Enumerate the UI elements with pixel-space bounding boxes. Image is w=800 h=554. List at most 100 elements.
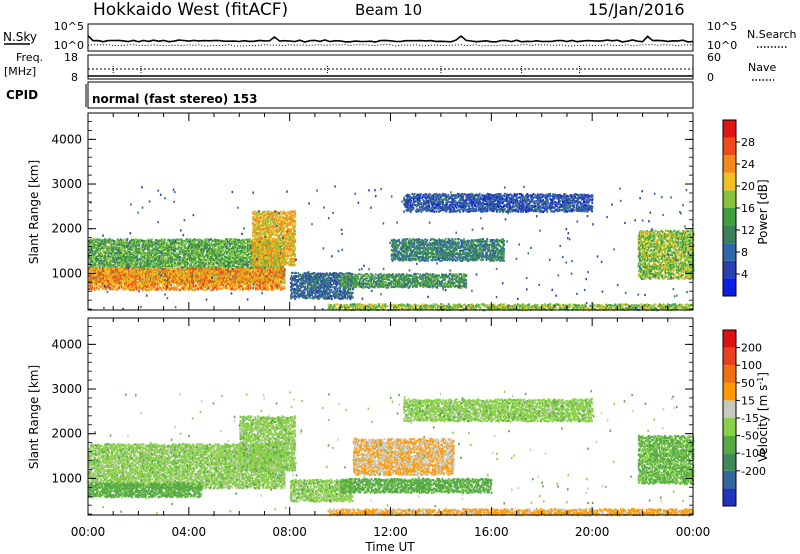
data-cell	[155, 272, 158, 275]
data-cell	[105, 238, 108, 241]
data-cell	[200, 277, 203, 280]
data-cell	[242, 255, 245, 258]
data-cell	[250, 262, 252, 265]
data-cell	[173, 275, 175, 278]
data-cell	[224, 249, 227, 252]
data-cell	[131, 257, 134, 260]
data-cell	[99, 255, 102, 258]
data-cell	[215, 243, 218, 246]
data-cell	[216, 239, 219, 242]
data-cell	[102, 277, 105, 280]
data-cell	[205, 278, 208, 281]
data-cell	[176, 280, 179, 283]
data-cell	[108, 268, 110, 271]
data-cell	[199, 267, 202, 270]
data-cell	[158, 281, 161, 284]
data-cell	[155, 280, 158, 283]
data-cell	[143, 267, 146, 270]
data-cell	[143, 245, 146, 248]
data-cell	[233, 250, 236, 253]
data-cell	[120, 265, 122, 268]
data-cell	[215, 272, 218, 275]
data-cell	[173, 265, 176, 268]
data-cell	[259, 286, 262, 289]
data-cell	[259, 270, 262, 273]
data-cell	[92, 262, 95, 265]
data-cell	[256, 228, 259, 232]
data-cell	[141, 240, 144, 244]
data-cell	[100, 270, 103, 273]
data-cell	[254, 225, 256, 228]
data-cell	[192, 276, 195, 279]
data-cell	[218, 251, 221, 254]
data-cell	[149, 270, 151, 273]
data-cell	[139, 264, 142, 267]
data-cell	[135, 281, 138, 284]
data-cell	[267, 268, 270, 271]
data-cell	[119, 278, 122, 281]
data-cell	[253, 249, 256, 252]
data-cell	[123, 269, 126, 272]
data-cell	[189, 254, 192, 257]
data-cell	[142, 242, 145, 245]
data-cell	[135, 269, 138, 272]
data-cell	[154, 251, 157, 254]
data-cell	[168, 246, 171, 249]
data-cell	[142, 251, 145, 254]
data-cell	[173, 281, 176, 284]
data-cell	[201, 257, 204, 260]
data-cell	[143, 260, 146, 264]
data-cell	[283, 286, 286, 289]
data-cell	[282, 253, 285, 257]
data-cell	[190, 274, 192, 278]
data-cell	[213, 262, 216, 265]
data-cell	[147, 285, 149, 288]
data-cell	[107, 267, 109, 270]
data-cell	[246, 262, 248, 265]
data-cell	[170, 242, 172, 246]
data-cell	[282, 266, 285, 269]
data-cell	[136, 239, 139, 242]
data-cell	[165, 275, 168, 278]
data-cell	[130, 264, 132, 267]
data-cell	[213, 248, 216, 251]
data-cell	[95, 282, 98, 285]
data-cell	[257, 257, 259, 260]
data-cell	[112, 277, 115, 281]
data-cell	[202, 288, 205, 292]
data-cell	[180, 287, 183, 290]
data-cell	[154, 265, 156, 268]
data-cell	[91, 250, 94, 254]
data-cell	[260, 259, 263, 262]
data-cell	[101, 246, 104, 249]
data-cell	[254, 266, 256, 269]
data-cell	[202, 274, 205, 277]
data-cell	[233, 238, 235, 241]
data-cell	[89, 261, 92, 264]
data-cell	[178, 262, 181, 265]
data-cell	[161, 250, 164, 253]
data-cell	[172, 263, 174, 266]
data-cell	[197, 249, 200, 252]
data-cell	[251, 277, 254, 280]
data-cell	[191, 257, 193, 260]
data-cell	[160, 262, 163, 265]
data-cell	[130, 283, 132, 286]
data-cell	[149, 245, 151, 248]
data-cell	[89, 256, 92, 260]
nave-tick-bottom: 0	[707, 71, 714, 84]
data-cell	[199, 283, 202, 286]
data-cell	[267, 267, 270, 270]
data-cell	[246, 271, 249, 274]
data-cell	[193, 268, 196, 271]
data-cell	[155, 245, 158, 248]
data-cell	[242, 264, 245, 267]
data-cell	[139, 247, 142, 250]
data-cell	[96, 246, 99, 249]
data-cell	[97, 273, 100, 276]
data-cell	[215, 265, 217, 269]
data-cell	[279, 278, 282, 281]
data-cell	[212, 246, 214, 249]
data-cell	[254, 251, 256, 254]
data-cell	[190, 258, 192, 261]
